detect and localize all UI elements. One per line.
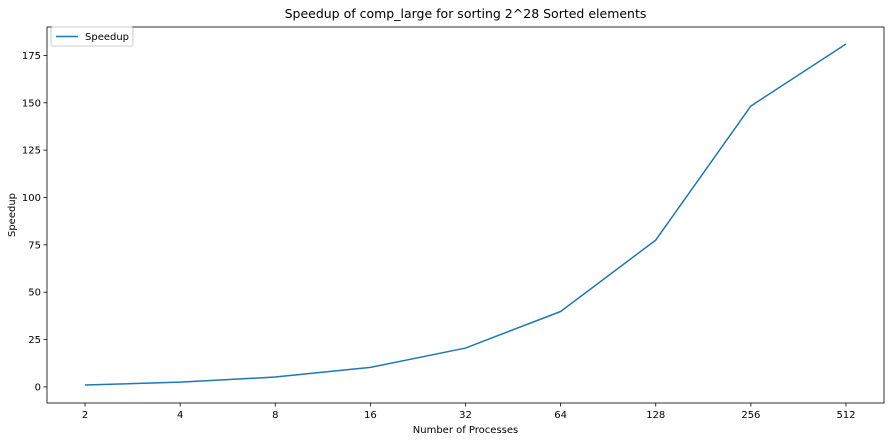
series-layer xyxy=(84,43,847,386)
y-tick-label: 75 xyxy=(28,240,41,251)
x-tick-label: 128 xyxy=(646,410,665,421)
x-tick-label: 512 xyxy=(836,410,855,421)
y-tick-label: 50 xyxy=(28,288,41,299)
y-tick-label: 100 xyxy=(22,193,41,204)
x-tick-label: 256 xyxy=(741,410,760,421)
x-tick-label: 8 xyxy=(272,410,278,421)
x-tick-label: 32 xyxy=(459,410,472,421)
chart-title: Speedup of comp_large for sorting 2^28 S… xyxy=(285,6,647,21)
y-tick-label: 125 xyxy=(22,146,41,157)
x-axis-ticks: 2 4 8 16 32 64 128 256 512 xyxy=(82,403,856,421)
y-axis-label: Speedup xyxy=(7,193,18,237)
x-tick-label: 2 xyxy=(82,410,88,421)
y-tick-label: 150 xyxy=(22,98,41,109)
x-tick-label: 16 xyxy=(364,410,377,421)
series-line-speedup xyxy=(84,43,847,386)
y-tick-label: 175 xyxy=(22,51,41,62)
legend: Speedup xyxy=(50,26,134,47)
y-tick-label: 0 xyxy=(35,382,41,393)
y-tick-label: 25 xyxy=(28,335,41,346)
x-tick-label: 4 xyxy=(177,410,183,421)
axes-frame xyxy=(46,26,885,404)
legend-box xyxy=(50,26,134,47)
x-axis-label: Number of Processes xyxy=(413,425,518,436)
x-tick-label: 64 xyxy=(554,410,567,421)
legend-label-speedup: Speedup xyxy=(85,32,129,43)
y-axis-ticks: 0 25 50 75 100 125 150 175 xyxy=(22,51,47,393)
plot-area xyxy=(47,27,884,403)
